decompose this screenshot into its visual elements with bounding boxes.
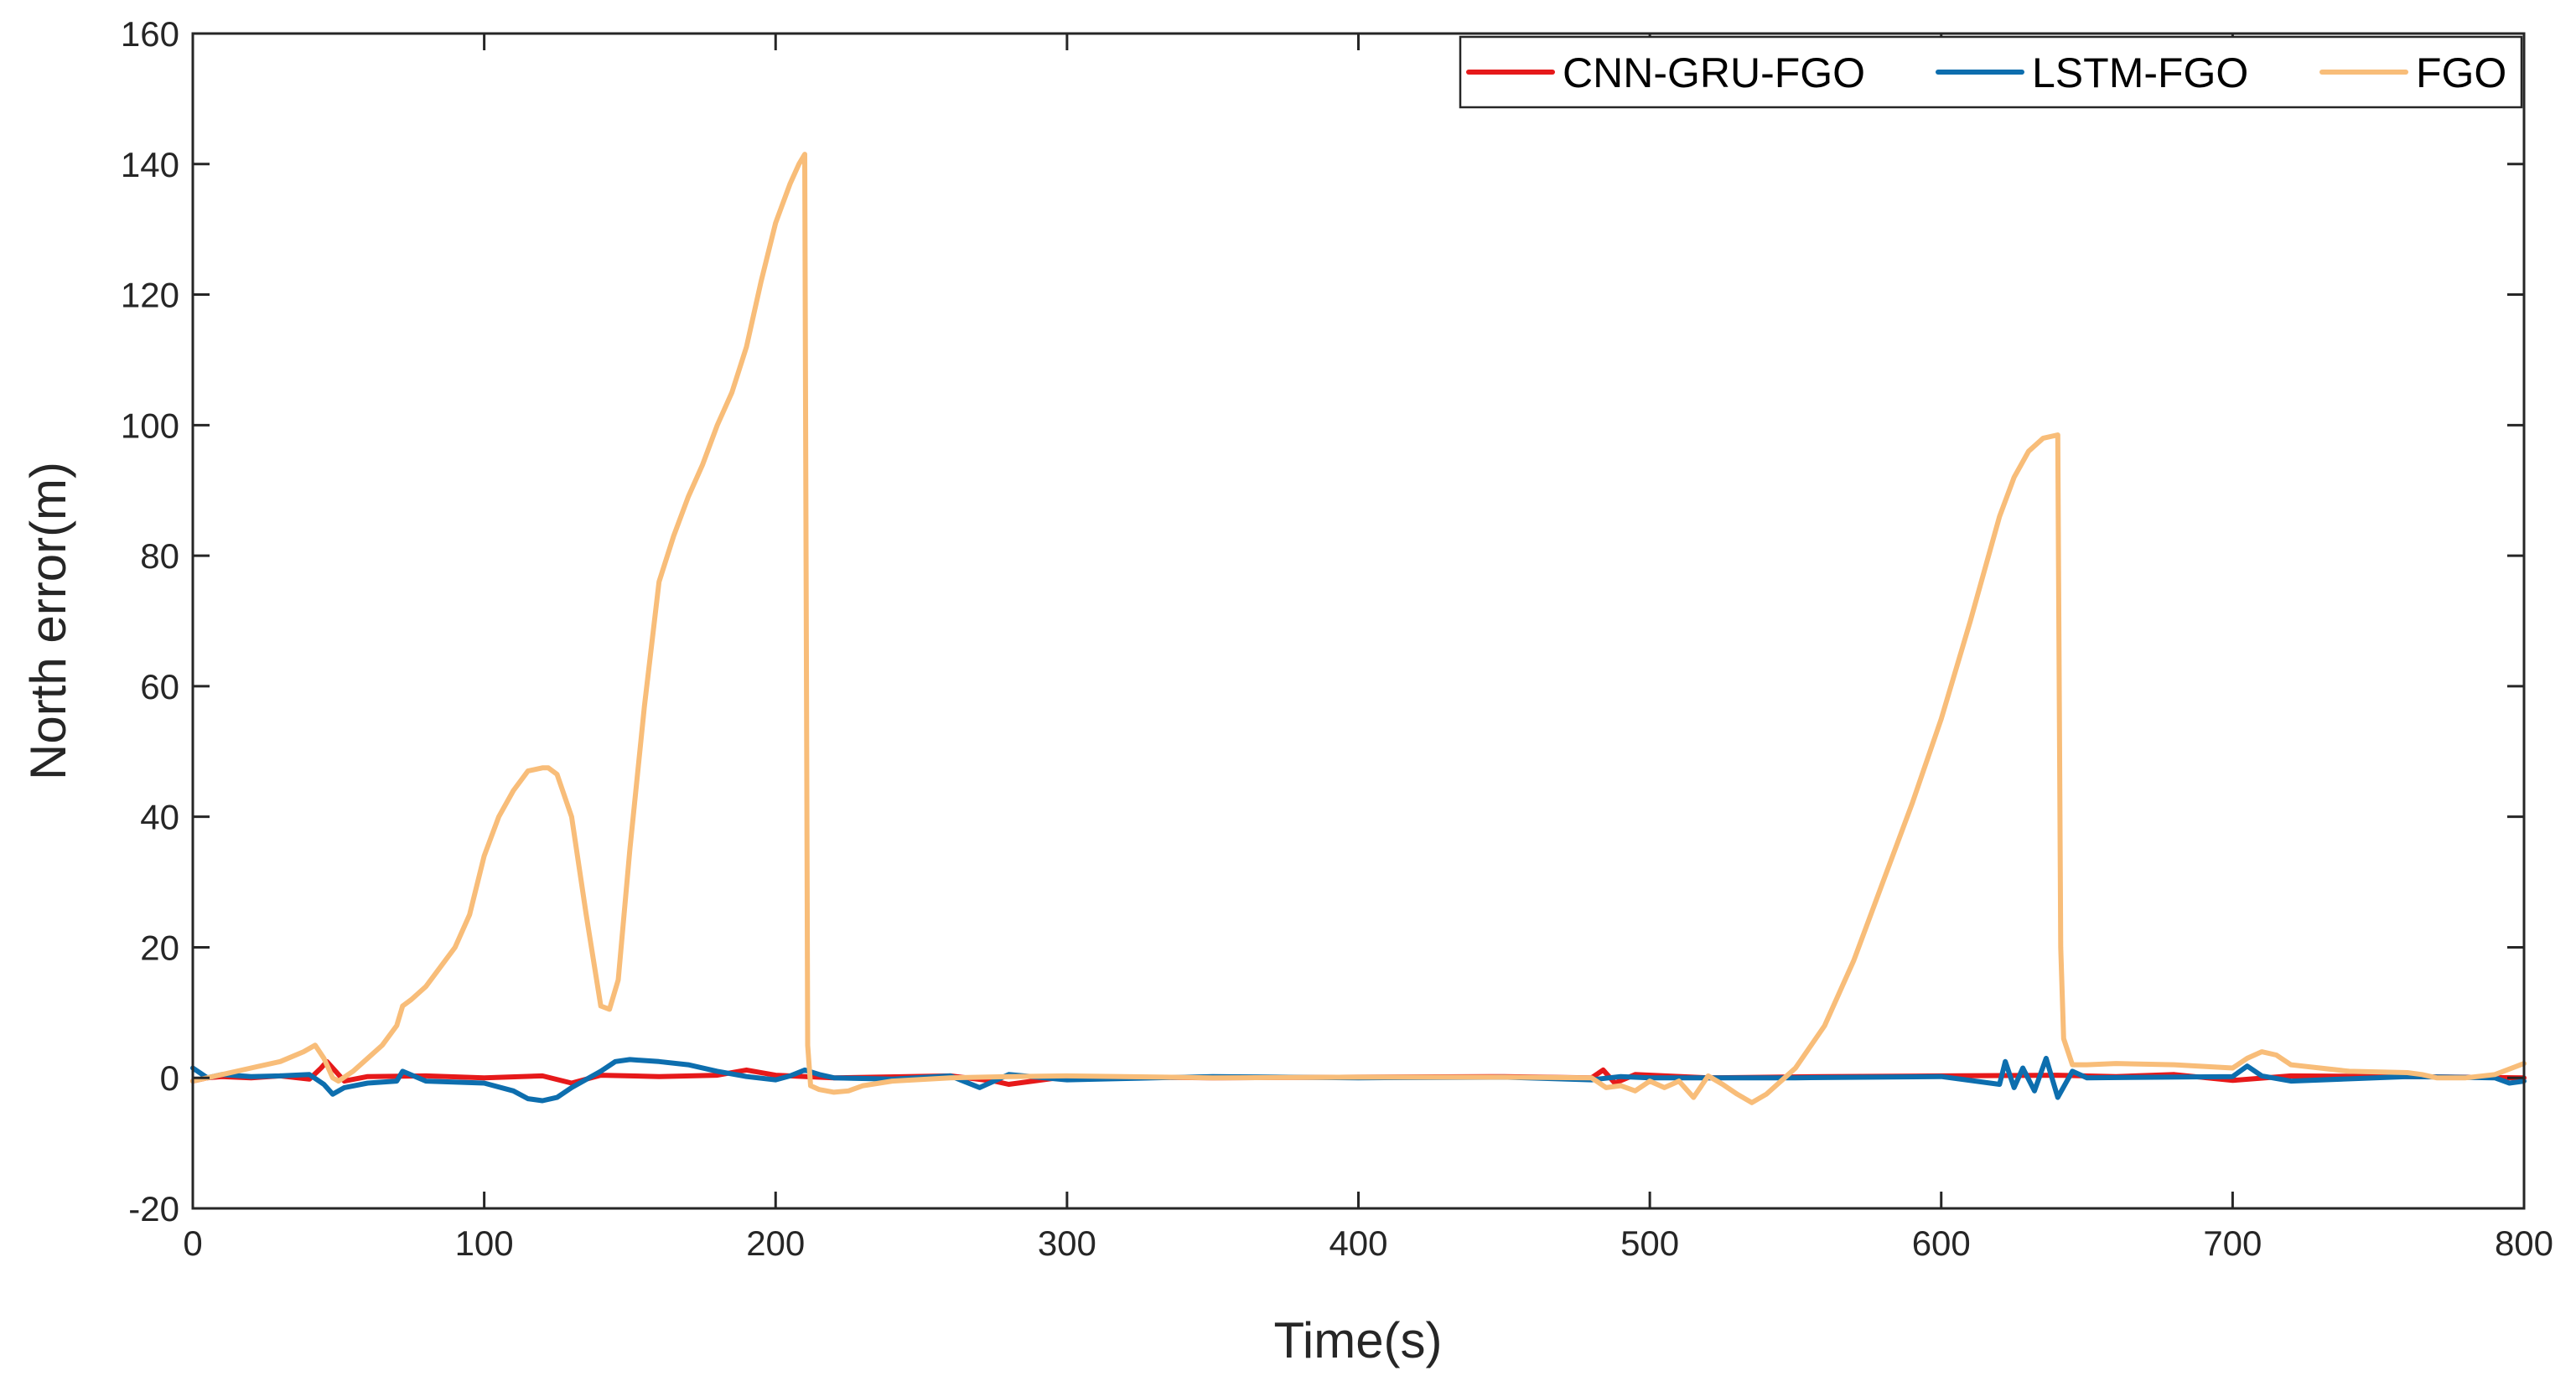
- legend-label-fgo: FGO: [2416, 49, 2506, 96]
- legend: CNN-GRU-FGO LSTM-FGO FGO: [1459, 35, 2523, 109]
- x-axis: 0 100 200 300 400 500 600 700 800: [183, 34, 2553, 1263]
- legend-label-lstm-fgo: LSTM-FGO: [2032, 49, 2248, 96]
- y-tick-label: 40: [140, 798, 179, 837]
- series-layer: [190, 152, 2527, 1105]
- x-tick-label: 400: [1329, 1223, 1387, 1263]
- y-tick-label: 0: [160, 1058, 179, 1098]
- y-tick-label: 140: [121, 145, 179, 184]
- y-axis-label: North error(m): [20, 462, 76, 780]
- y-tick-label: 100: [121, 406, 179, 445]
- y-tick-label: 120: [121, 276, 179, 315]
- x-tick-label: 500: [1620, 1223, 1679, 1263]
- y-axis: -20 0 20 40 60 80 100 120 140 160: [121, 14, 2524, 1228]
- y-tick-label: 20: [140, 928, 179, 967]
- y-tick-label: 60: [140, 667, 179, 706]
- x-tick-label: 300: [1038, 1223, 1096, 1263]
- series-line-fgo: [190, 152, 2527, 1105]
- x-axis-label: Time(s): [1273, 1312, 1442, 1368]
- series-line-lstm-fgo: [190, 1055, 2527, 1104]
- y-tick-label: -20: [128, 1189, 179, 1228]
- y-tick-label: 80: [140, 536, 179, 576]
- legend-label-cnn-gru-fgo: CNN-GRU-FGO: [1563, 49, 1865, 96]
- x-tick-label: 0: [183, 1223, 202, 1263]
- x-tick-label: 700: [2203, 1223, 2262, 1263]
- x-tick-label: 600: [1912, 1223, 1971, 1263]
- y-tick-label: 160: [121, 14, 179, 54]
- x-tick-label: 800: [2495, 1223, 2553, 1263]
- x-tick-label: 100: [455, 1223, 514, 1263]
- x-tick-label: 200: [746, 1223, 805, 1263]
